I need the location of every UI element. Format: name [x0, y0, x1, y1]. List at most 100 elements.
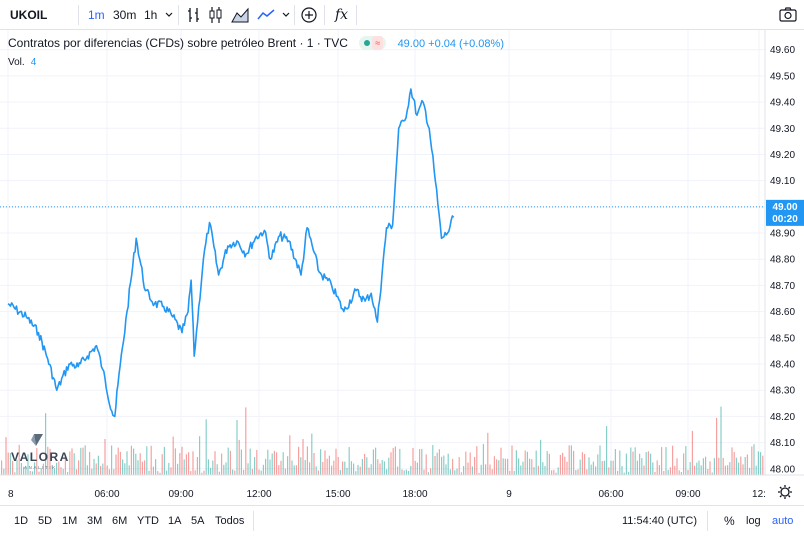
range-1m[interactable]: 1M: [62, 515, 78, 527]
volume-bar: [447, 453, 449, 475]
volume-bar: [632, 451, 634, 475]
chevron-down-icon[interactable]: [164, 0, 174, 30]
volume-bar: [606, 426, 608, 475]
volume-bar: [553, 469, 555, 475]
volume-bar: [570, 445, 572, 475]
x-tick-label: 09:00: [168, 489, 193, 500]
indicators-icon[interactable]: fx: [335, 7, 349, 23]
symbol-search[interactable]: UKOIL: [10, 8, 48, 22]
range-6m[interactable]: 6M: [112, 515, 128, 527]
series-title[interactable]: Contratos por diferencias (CFDs) sobre p…: [8, 36, 348, 50]
range-5a[interactable]: 5A: [191, 515, 205, 527]
range-todos[interactable]: Todos: [215, 515, 245, 527]
volume-bar: [702, 458, 704, 475]
camera-icon[interactable]: [778, 0, 798, 30]
volume-bar: [375, 447, 377, 475]
volume-bar: [324, 450, 326, 475]
volume-bar: [579, 459, 581, 475]
add-compare-icon[interactable]: [300, 0, 318, 30]
volume-bar: [621, 466, 623, 475]
market-status[interactable]: ≈: [359, 35, 387, 50]
percent-toggle[interactable]: %: [724, 514, 735, 528]
volume-bar: [564, 456, 566, 475]
range-1d[interactable]: 1D: [14, 515, 29, 527]
volume-bar: [531, 459, 533, 475]
price-axis[interactable]: 49.60 49.50 49.40 49.30 49.20 49.10 49.00 48.90…: [770, 45, 795, 475]
line-style-icon[interactable]: [256, 0, 276, 30]
volume-bar: [322, 462, 324, 475]
volume-bar: [676, 458, 678, 475]
volume-label[interactable]: Vol.: [8, 57, 25, 68]
divider: [78, 5, 79, 25]
range-3m[interactable]: 3M: [87, 515, 103, 527]
volume-bar: [192, 451, 194, 475]
log-toggle[interactable]: log: [746, 515, 761, 527]
volume-bar: [454, 470, 456, 475]
volume-bar: [227, 447, 229, 475]
volume-bar: [408, 470, 410, 475]
volume-bar: [641, 458, 643, 475]
volume-bar: [262, 464, 264, 475]
volume-bar: [335, 448, 337, 475]
interval-30m[interactable]: 30m: [113, 8, 137, 22]
logo-subtext: ANALITIK: [24, 465, 57, 470]
volume-bar: [45, 413, 47, 475]
volume-bar: [412, 448, 414, 475]
area-style-icon[interactable]: [230, 0, 250, 30]
volume-bar: [188, 452, 190, 475]
interval-1m[interactable]: 1m: [88, 8, 105, 22]
volume-bar: [452, 458, 454, 475]
volume-bar: [590, 464, 592, 475]
clock-timezone[interactable]: 11:54:40 (UTC): [622, 515, 697, 527]
volume-bar: [476, 446, 478, 475]
volume-bar: [62, 468, 64, 475]
volume-bar: [669, 467, 671, 475]
range-1a[interactable]: 1A: [168, 515, 182, 527]
volume-bar: [467, 462, 469, 475]
volume-bar: [148, 470, 150, 475]
volume-bar: [551, 470, 553, 475]
volume-bar: [284, 468, 286, 475]
volume-bar: [460, 472, 462, 475]
volume-bar: [119, 451, 121, 475]
volume-bar: [174, 448, 176, 475]
volume-bar: [480, 464, 482, 475]
candle-style-icon[interactable]: [208, 0, 224, 30]
volume-value: 4: [30, 57, 37, 68]
interval-1h[interactable]: 1h: [144, 8, 158, 22]
volume-bar: [80, 447, 82, 475]
auto-toggle[interactable]: auto: [772, 515, 794, 527]
price-chart[interactable]: 49.60 49.50 49.40 49.30 49.20 49.10 49.00 48.90…: [0, 30, 804, 505]
volume-bar: [502, 458, 504, 475]
y-tick-label: 48.60: [770, 307, 795, 318]
volume-bar: [414, 460, 416, 475]
bar-style-icon[interactable]: [186, 0, 202, 30]
chevron-down-icon[interactable]: [281, 0, 291, 30]
volume-bar: [500, 447, 502, 475]
volume-bar: [663, 471, 665, 475]
volume-bar: [427, 472, 429, 475]
volume-bar: [18, 444, 20, 475]
x-tick-label: 15:00: [325, 489, 350, 500]
volume-bar: [31, 471, 33, 475]
range-ytd[interactable]: YTD: [137, 515, 159, 527]
range-5d[interactable]: 5D: [38, 515, 53, 527]
volume-bar: [381, 460, 383, 475]
volume-bar: [377, 459, 379, 475]
volume-bar: [111, 445, 113, 475]
bottom-toolbar: 1D 5D 1M 3M 6M YTD 1A 5A Todos 11:54:40 (UTC) % …: [0, 505, 804, 536]
volume-bar: [157, 471, 159, 475]
volume-bar: [421, 448, 423, 475]
market-open-dot: [364, 39, 371, 46]
volume-bar: [210, 467, 212, 475]
time-axis[interactable]: 8 06:00 09:00 12:00 15:00 18:00 9 06:00 09:00 12:: [8, 489, 766, 500]
y-tick-label: 48.00: [770, 464, 795, 475]
volume-bar: [29, 470, 31, 475]
settings-gear-icon[interactable]: [778, 485, 792, 499]
volume-bar: [152, 466, 154, 475]
volume-bar: [707, 469, 709, 475]
volume-bar: [201, 472, 203, 475]
volume-bar: [326, 458, 328, 475]
volume-bar: [27, 454, 29, 475]
volume-bar: [722, 457, 724, 475]
